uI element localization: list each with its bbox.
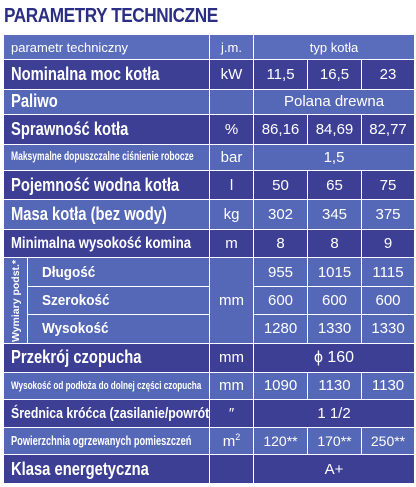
- row-value: 170**: [307, 427, 362, 456]
- row-unit-cell: m2: [209, 427, 254, 456]
- row-value: 250**: [360, 427, 416, 456]
- row-value: 1280: [253, 314, 308, 344]
- row-unit: m: [222, 433, 236, 451]
- row-unit: mm: [209, 342, 254, 374]
- table-row: Minimalna wysokość komina m 8 8 9: [3, 228, 416, 259]
- row-value: 65: [307, 169, 362, 201]
- row-merged-value: Polana drewna: [252, 88, 416, 116]
- row-value: 1015: [307, 257, 362, 287]
- dims-unit: mm: [209, 257, 254, 344]
- row-merged-value: ϕ 160: [252, 342, 416, 374]
- row-label: Pojemność wodna kotła: [11, 174, 180, 195]
- row-unit-sup: 2: [235, 432, 241, 443]
- row-label: Minimalna wysokość komina: [11, 234, 192, 252]
- row-unit: bar: [209, 143, 254, 171]
- row-value: 600: [253, 285, 308, 316]
- row-value: 8: [307, 228, 362, 259]
- row-label: Przekrój czopucha: [11, 347, 142, 368]
- table-row: Przekrój czopucha mm ϕ 160: [3, 342, 416, 374]
- row-value: 23: [360, 59, 416, 90]
- row-label: Nominalna moc kotła: [11, 64, 160, 85]
- row-label: Maksymalne dopuszczalne ciśnienie robocz…: [11, 151, 194, 164]
- row-value: 9: [360, 228, 416, 259]
- row-label: Klasa energetyczna: [11, 458, 149, 479]
- row-label: Masa kotła (bez wody): [11, 204, 167, 225]
- table-row: Powierzchnia ogrzewanych pomieszczeń m2 …: [3, 427, 416, 456]
- row-unit: %: [209, 114, 254, 145]
- header-param: parametr techniczny: [3, 33, 210, 61]
- row-label: Sprawność kotła: [11, 118, 129, 139]
- row-merged-value: A+: [252, 454, 416, 484]
- row-value: 1130: [360, 372, 416, 400]
- table-row: Wysokość od podłoża do dolnej części czo…: [3, 372, 416, 400]
- row-value: 1330: [307, 314, 362, 344]
- row-merged-value: 1 1/2: [252, 398, 416, 429]
- page-title: PARAMETRY TECHNICZNE: [4, 5, 218, 27]
- row-value: 375: [360, 199, 416, 230]
- row-value: 50: [253, 169, 308, 201]
- row-unit: kg: [209, 199, 254, 230]
- row-label: Wysokość od podłoża do dolnej części czo…: [11, 379, 202, 392]
- row-value: 11,5: [253, 59, 308, 90]
- row-value: 600: [360, 285, 416, 316]
- header-type: typ kotła: [252, 33, 416, 61]
- table-row: Szerokość 600 600 600: [4, 285, 416, 316]
- table-row: Pojemność wodna kotła l 50 65 75: [3, 169, 416, 201]
- row-value: 345: [307, 199, 362, 230]
- row-value: 1115: [360, 257, 416, 287]
- row-value: 120**: [253, 427, 308, 456]
- row-value: 1330: [360, 314, 416, 344]
- row-unit: [209, 454, 254, 484]
- row-value: 84,69: [307, 114, 362, 145]
- dims-group-cell: Wymiary podst.*: [3, 257, 28, 344]
- row-value: 302: [253, 199, 308, 230]
- row-unit: m: [209, 228, 254, 259]
- table-row: Sprawność kotła % 86,16 84,69 82,77: [3, 114, 416, 145]
- row-label: Średnica króćca (zasilanie/powrót): [11, 404, 210, 422]
- row-value: 8: [253, 228, 308, 259]
- table-row: Klasa energetyczna A+: [3, 454, 416, 484]
- row-value: 1090: [253, 372, 308, 400]
- row-value: 82,77: [360, 114, 416, 145]
- table-row: Nominalna moc kotła kW 11,5 16,5 23: [3, 59, 416, 90]
- table-row: Paliwo Polana drewna: [3, 88, 416, 116]
- row-value: 1130: [307, 372, 362, 400]
- row-value: 86,16: [253, 114, 308, 145]
- table-row: Masa kotła (bez wody) kg 302 345 375: [3, 199, 416, 230]
- row-unit: kW: [209, 59, 254, 90]
- table-row: Maksymalne dopuszczalne ciśnienie robocz…: [3, 143, 416, 171]
- row-unit: ″: [209, 398, 254, 429]
- header-unit: j.m.: [209, 33, 254, 61]
- row-value: 955: [253, 257, 308, 287]
- table-row: Wymiary podst.* Długość mm 955 1015 1115: [3, 257, 416, 344]
- spec-table: parametr techniczny j.m. typ kotła Nomin…: [3, 33, 416, 484]
- row-label: Powierzchnia ogrzewanych pomieszczeń: [11, 434, 192, 449]
- row-unit: mm: [209, 372, 254, 400]
- row-unit: [209, 88, 254, 116]
- row-value: 16,5: [307, 59, 362, 90]
- row-value: 75: [360, 169, 416, 201]
- table-row: Wysokość 1280 1330 1330: [4, 314, 416, 344]
- row-label: Długość: [42, 263, 96, 281]
- row-value: 600: [307, 285, 362, 316]
- header-row: parametr techniczny j.m. typ kotła: [3, 33, 416, 61]
- dims-group-label: Wymiary podst.*: [9, 259, 22, 342]
- row-merged-value: 1,5: [252, 143, 416, 171]
- row-label: Szerokość: [42, 292, 110, 310]
- row-label: Wysokość: [42, 320, 109, 338]
- row-label: Paliwo: [11, 91, 58, 112]
- table-row: Średnica króćca (zasilanie/powrót) ″ 1 1…: [3, 398, 416, 429]
- row-unit: l: [209, 169, 254, 201]
